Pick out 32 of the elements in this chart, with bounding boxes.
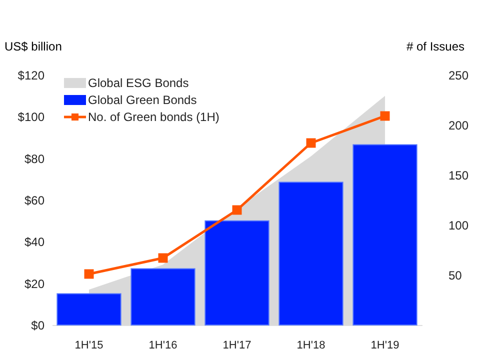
bar — [204, 220, 270, 326]
y-tick-label: $100 — [18, 110, 45, 124]
point — [380, 111, 390, 121]
point — [232, 205, 242, 215]
y2-axis-title: # of Issues — [406, 40, 464, 54]
y-tick-label: $60 — [24, 194, 45, 208]
legend-label: Global Green Bonds — [88, 93, 197, 107]
y-tick-label: $20 — [24, 276, 45, 291]
y-axis-title: US$ billion — [4, 40, 62, 54]
y2-tick-label: 50 — [448, 268, 462, 282]
y-tick-label: $0 — [31, 318, 45, 332]
x-tick-label: 1H'15 — [74, 340, 104, 352]
x-tick-label: 1H'16 — [148, 340, 178, 352]
bar — [130, 268, 196, 326]
point — [158, 253, 168, 263]
y2-tick-label: 200 — [448, 118, 469, 132]
x-tick-label: 1H'18 — [296, 340, 326, 352]
y2-tick-label: 250 — [448, 68, 469, 82]
legend-label: Global ESG Bonds — [88, 76, 189, 90]
y-tick-label: $40 — [24, 235, 45, 250]
y2-tick-label: 150 — [448, 168, 469, 182]
x-tick-label: 1H'19 — [370, 340, 400, 352]
y-tick-label: $120 — [18, 68, 45, 82]
y-tick-label: $80 — [24, 152, 45, 166]
x-tick-label: 1H'17 — [222, 340, 252, 352]
bar — [56, 293, 122, 326]
point — [84, 269, 94, 279]
bar — [352, 144, 418, 326]
legend-label: No. of Green bonds (1H) — [88, 110, 220, 124]
y2-tick-label: 100 — [448, 218, 469, 232]
bar — [278, 182, 344, 326]
point — [306, 138, 316, 148]
